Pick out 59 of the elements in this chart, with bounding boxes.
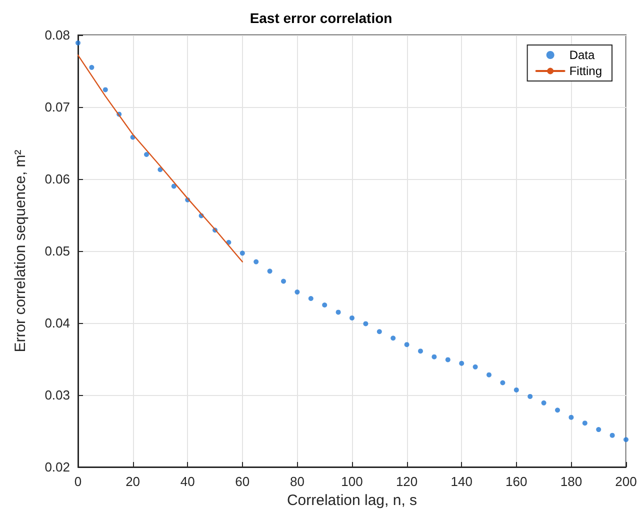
point bbox=[472, 364, 478, 370]
point bbox=[582, 420, 588, 426]
point bbox=[322, 302, 328, 308]
point bbox=[500, 380, 506, 386]
x-tick-label: 60 bbox=[235, 474, 250, 489]
point bbox=[555, 408, 560, 413]
x-tick-label: 100 bbox=[341, 474, 363, 489]
x-tick-label: 40 bbox=[180, 474, 195, 489]
point bbox=[254, 259, 259, 264]
y-tick-label: 0.03 bbox=[44, 388, 70, 402]
legend-label: Fitting bbox=[569, 64, 602, 78]
y-tick-label: 0.07 bbox=[44, 100, 70, 114]
x-tick-label: 160 bbox=[506, 474, 528, 489]
x-tick-label: 0 bbox=[74, 474, 82, 489]
point bbox=[404, 342, 410, 348]
x-tick-label: 180 bbox=[560, 474, 582, 489]
point bbox=[76, 40, 80, 46]
point bbox=[390, 336, 396, 341]
y-tick-label: 0.04 bbox=[44, 316, 70, 330]
point bbox=[418, 348, 423, 354]
point bbox=[376, 329, 382, 334]
point bbox=[308, 296, 314, 302]
point bbox=[624, 437, 628, 442]
point bbox=[528, 394, 533, 399]
point bbox=[350, 315, 354, 320]
y-axis-title: Error correlation sequence, m² bbox=[12, 150, 29, 352]
point bbox=[596, 427, 602, 432]
point bbox=[445, 357, 450, 362]
legend-label: Data bbox=[569, 48, 595, 62]
y-tick-label: 0.05 bbox=[44, 244, 70, 258]
chart-title: East error correlation bbox=[250, 10, 392, 26]
x-tick-label: 120 bbox=[396, 474, 418, 489]
point bbox=[171, 184, 176, 189]
point bbox=[89, 64, 94, 70]
point bbox=[336, 310, 341, 315]
point bbox=[294, 290, 300, 295]
point bbox=[281, 278, 286, 284]
x-tick-label: 20 bbox=[126, 474, 140, 489]
x-axis-title: Correlation lag, n, s bbox=[286, 492, 418, 509]
point bbox=[610, 432, 615, 438]
point bbox=[432, 354, 437, 360]
point bbox=[144, 152, 149, 158]
line-series bbox=[77, 54, 243, 262]
y-tick-label: 0.06 bbox=[44, 172, 70, 186]
x-tick-label: 80 bbox=[290, 474, 304, 489]
point bbox=[158, 167, 163, 172]
point bbox=[568, 414, 574, 420]
point bbox=[267, 268, 272, 274]
point bbox=[514, 387, 519, 392]
x-tick-label: 140 bbox=[450, 474, 472, 489]
point bbox=[363, 321, 368, 326]
point bbox=[459, 360, 464, 366]
point bbox=[541, 400, 546, 406]
point bbox=[240, 250, 245, 256]
point bbox=[102, 87, 108, 92]
point bbox=[486, 372, 492, 378]
y-tick-label: 0.02 bbox=[44, 460, 70, 474]
y-tick-label: 0.08 bbox=[44, 28, 70, 42]
x-tick-label: 200 bbox=[615, 474, 637, 489]
